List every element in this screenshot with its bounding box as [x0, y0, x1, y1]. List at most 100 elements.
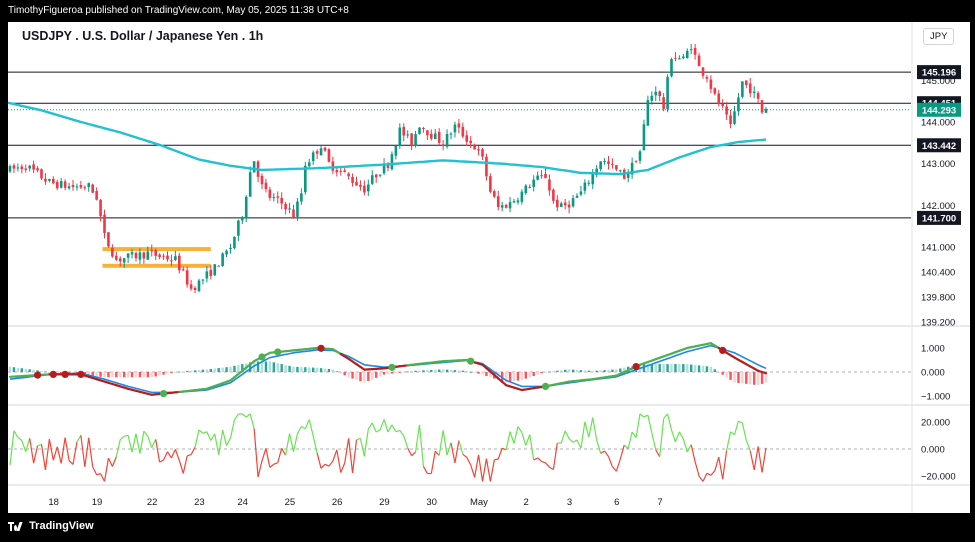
oscillator-segment	[194, 429, 200, 448]
support-zone-top[interactable]	[102, 247, 211, 252]
macd-histogram-bar	[48, 372, 51, 373]
macd-histogram-bar	[465, 370, 468, 372]
macd-histogram-bar	[426, 370, 429, 372]
oscillator-line[interactable]	[9, 413, 767, 482]
macd-cross-dot	[719, 346, 727, 354]
macd-histogram-bar	[182, 371, 185, 373]
candle-body	[355, 181, 358, 186]
candle-body	[575, 195, 579, 198]
oscillator-segment	[21, 440, 27, 452]
candle-body	[248, 172, 252, 197]
candle-body	[95, 191, 98, 200]
macd-histogram-bar	[485, 372, 488, 376]
oscillator-segment	[501, 447, 507, 451]
oscillator-segment	[414, 424, 421, 453]
symbol-title[interactable]: USDJPY . U.S. Dollar / Japanese Yen . 1h	[22, 29, 264, 43]
candle-body	[382, 163, 386, 174]
macd-histogram-bar	[276, 363, 279, 372]
oscillator-segment	[37, 443, 42, 447]
candle-body	[252, 161, 256, 173]
macd-histogram-bar	[528, 372, 531, 378]
candle-body	[36, 168, 39, 171]
tradingview-logo[interactable]: TradingView	[8, 520, 94, 532]
candle-body	[213, 264, 217, 276]
oscillator-segment	[25, 438, 31, 452]
chart-canvas[interactable]: 145.196144.451143.442141.700139.200139.8…	[8, 22, 970, 513]
candle-body	[678, 58, 681, 60]
candle-body	[701, 67, 705, 76]
candle-body	[44, 178, 47, 182]
oscillator-segment	[623, 444, 629, 450]
candle-body	[122, 258, 126, 263]
oscillator-segment	[253, 428, 259, 478]
candle-body	[170, 260, 173, 262]
oscillator-segment	[202, 431, 208, 434]
macd-histogram-bar	[347, 372, 350, 378]
oscillator-segment	[438, 430, 444, 456]
macd-histogram-bar	[583, 370, 587, 372]
macd-tick-label: −1.000	[921, 392, 950, 403]
macd-histogram-bar	[28, 369, 31, 372]
candle-body	[662, 97, 665, 109]
oscillator-segment	[513, 426, 519, 444]
macd-histogram-bar	[382, 372, 386, 375]
oscillator-segment	[659, 418, 665, 457]
macd-histogram-bar	[339, 372, 342, 374]
oscillator-segment	[107, 457, 113, 467]
macd-histogram-bar	[642, 364, 646, 372]
oscillator-segment	[363, 428, 369, 457]
moving-average-line[interactable]	[8, 101, 767, 176]
candle-body	[390, 154, 394, 170]
candle-body	[154, 250, 157, 256]
macd-histogram-bar	[20, 368, 24, 372]
candle-body	[260, 175, 264, 185]
macd-histogram-bar	[615, 369, 618, 372]
oscillator-segment	[206, 431, 212, 441]
oscillator-segment	[285, 433, 291, 456]
oscillator-segment	[395, 429, 401, 433]
candle-body	[394, 145, 398, 156]
oscillator-segment	[470, 464, 476, 478]
oscillator-segment	[430, 451, 436, 474]
oscillator-segment	[537, 457, 542, 462]
macd-histogram-bar	[327, 368, 331, 372]
oscillator-segment	[745, 440, 751, 451]
candle-body	[347, 173, 350, 177]
oscillator-segment	[269, 463, 275, 468]
candle-body	[650, 95, 654, 101]
macd-histogram-bar	[209, 368, 213, 372]
macd-histogram-bar	[130, 372, 134, 378]
oscillator-segment	[434, 450, 440, 456]
candle-body	[587, 182, 591, 184]
candle-body	[327, 149, 331, 162]
candle-body	[496, 196, 500, 208]
macd-cross-dot	[77, 370, 85, 378]
candle-body	[457, 123, 461, 128]
candle-body	[516, 200, 520, 203]
oscillator-segment	[462, 453, 468, 458]
support-zone-bottom[interactable]	[102, 263, 211, 268]
oscillator-segment	[494, 458, 499, 461]
macd-histogram-bar	[36, 370, 39, 372]
oscillator-segment	[186, 454, 192, 457]
macd-histogram-bar	[44, 371, 47, 373]
oscillator-segment	[80, 435, 86, 467]
chart-panel[interactable]: 145.196144.451143.442141.700139.200139.8…	[8, 22, 970, 513]
time-tick-label: 3	[567, 497, 572, 508]
candle-body	[583, 182, 587, 191]
oscillator-segment	[588, 417, 594, 438]
oscillator-segment	[115, 439, 121, 457]
macd-cross-markers	[33, 344, 727, 398]
time-tick-label: 7	[657, 497, 662, 508]
currency-label[interactable]: JPY	[923, 28, 955, 45]
candle-body	[481, 149, 484, 157]
candle-body	[205, 271, 209, 279]
candle-body	[477, 149, 480, 151]
macd-histogram-bar	[701, 365, 705, 372]
candle-body	[713, 88, 717, 94]
oscillator-segment	[458, 440, 464, 455]
candle-body	[59, 181, 63, 188]
candle-body	[386, 164, 390, 169]
oscillator-segment	[505, 431, 511, 450]
candlestick-series[interactable]	[8, 43, 768, 294]
